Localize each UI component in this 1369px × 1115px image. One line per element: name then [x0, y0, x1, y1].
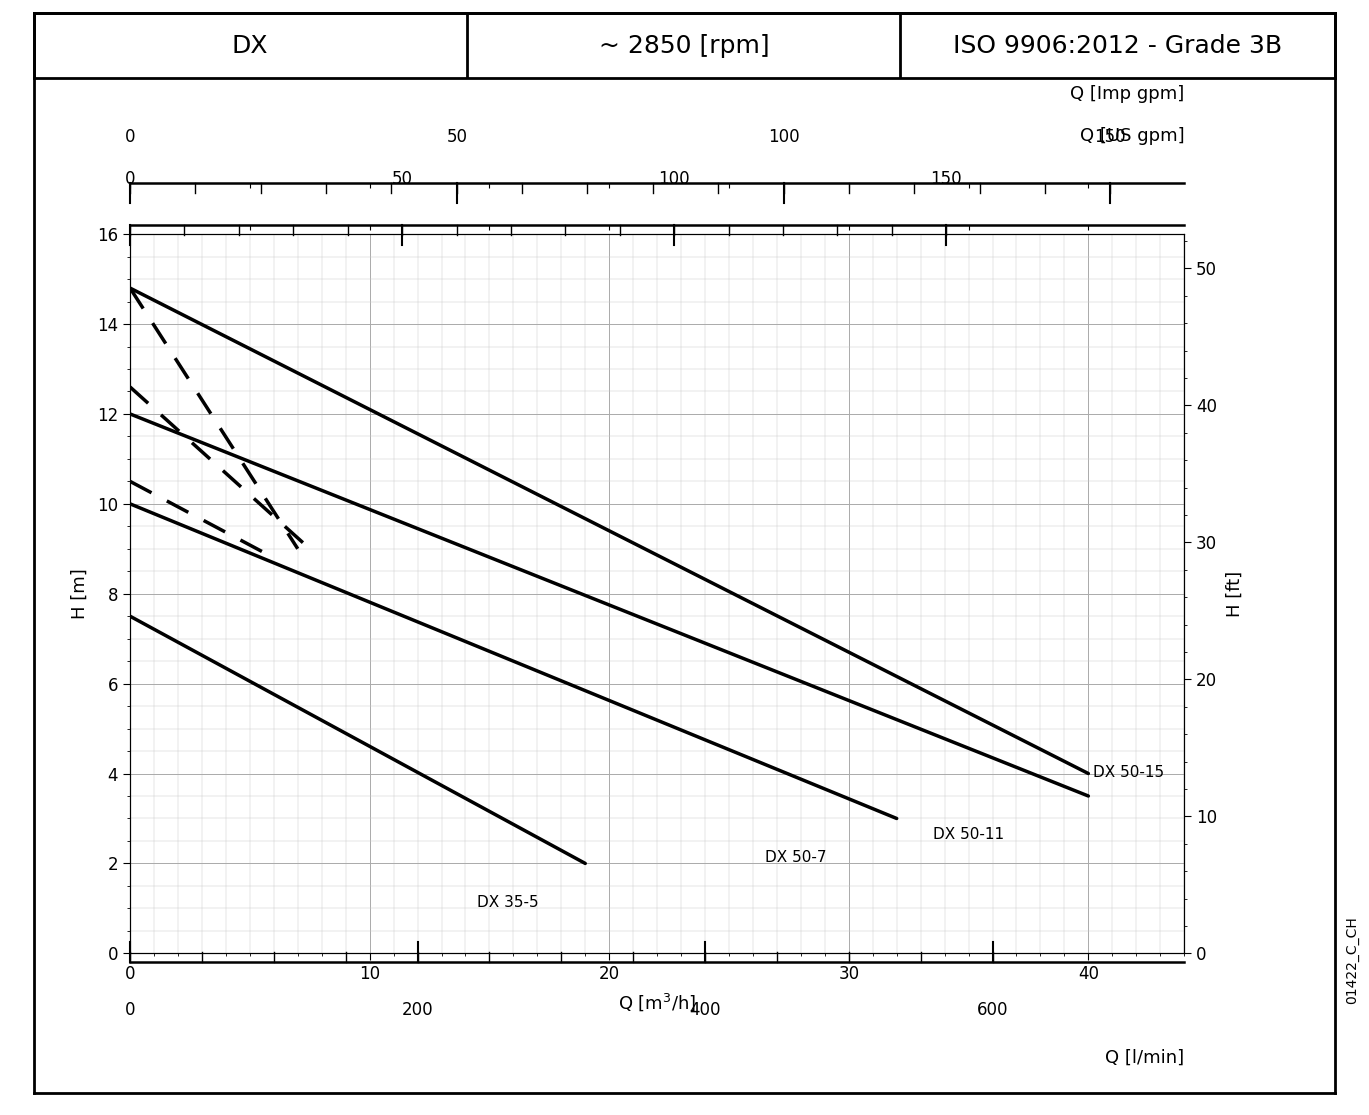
Text: 100: 100 [658, 171, 690, 188]
X-axis label: Q [m$^3$/h]: Q [m$^3$/h] [617, 991, 697, 1014]
Text: 150: 150 [1094, 128, 1127, 146]
Text: 0: 0 [125, 1001, 136, 1019]
Text: Q [l/min]: Q [l/min] [1105, 1049, 1184, 1067]
Text: 150: 150 [931, 171, 962, 188]
Text: ~ 2850 [rpm]: ~ 2850 [rpm] [600, 33, 769, 58]
Text: 600: 600 [976, 1001, 1009, 1019]
Text: DX: DX [231, 33, 268, 58]
Text: 50: 50 [392, 171, 412, 188]
Y-axis label: H [m]: H [m] [71, 569, 89, 619]
Text: 400: 400 [689, 1001, 721, 1019]
Y-axis label: H [ft]: H [ft] [1225, 571, 1243, 617]
Text: 200: 200 [401, 1001, 434, 1019]
Text: 0: 0 [125, 128, 136, 146]
Text: DX 50-11: DX 50-11 [932, 827, 1003, 843]
Text: Q [Imp gpm]: Q [Imp gpm] [1071, 85, 1184, 103]
Text: 50: 50 [446, 128, 467, 146]
Text: 01422_C_CH: 01422_C_CH [1346, 915, 1359, 1004]
Text: 100: 100 [768, 128, 799, 146]
Text: ISO 9906:2012 - Grade 3B: ISO 9906:2012 - Grade 3B [953, 33, 1283, 58]
Text: DX 35-5: DX 35-5 [478, 895, 539, 910]
Text: 0: 0 [125, 171, 136, 188]
Text: Q [US gpm]: Q [US gpm] [1080, 127, 1184, 145]
Text: DX 50-15: DX 50-15 [1094, 765, 1164, 779]
Text: DX 50-7: DX 50-7 [765, 850, 827, 865]
